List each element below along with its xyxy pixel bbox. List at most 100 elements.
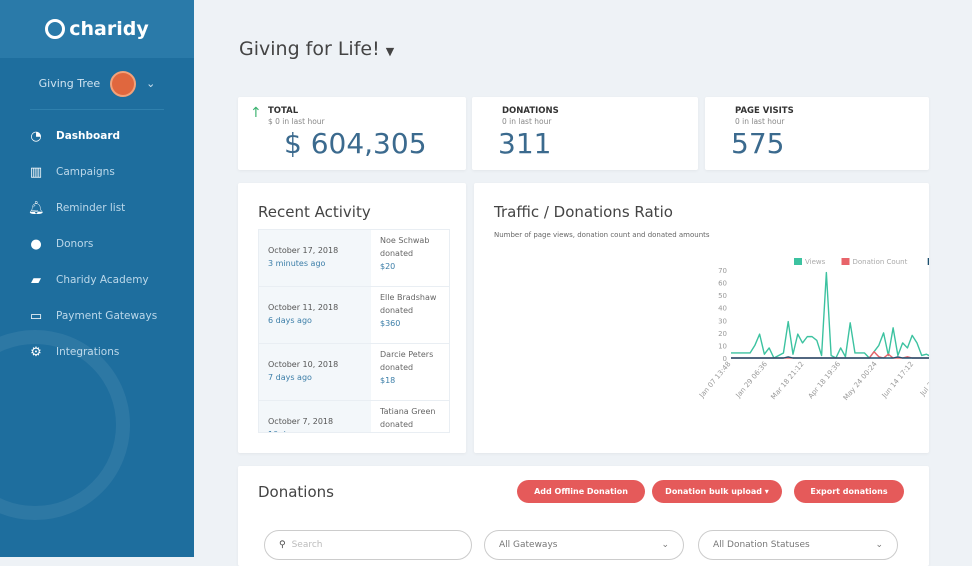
user-icon: ● (30, 236, 42, 252)
academy-icon: ▰ (31, 272, 41, 288)
brand-name: charidy (69, 18, 149, 40)
activity-date-text: October 7, 2018 (268, 417, 334, 426)
y-left-tick-label: 10 (718, 342, 727, 350)
donation-amount: $360 (380, 319, 401, 328)
add-offline-donation-button[interactable]: Add Offline Donation (517, 480, 645, 503)
x-tick-label: Jun 14 17:12 (880, 360, 915, 400)
donor-name: Noe Schwab (380, 236, 430, 245)
stat-value: $ 604,305 (284, 127, 427, 160)
sidebar-item-label: Dashboard (56, 130, 121, 142)
activity-date: October 11, 2018 6 days ago (259, 287, 371, 343)
status-select[interactable]: All Donation Statuses ⌄ (698, 530, 898, 560)
chevron-down-icon: ⌄ (661, 540, 669, 550)
chevron-down-icon: ⌄ (146, 77, 156, 90)
series-line-donation-amount (731, 356, 929, 359)
y-left-tick-label: 0 (723, 355, 727, 363)
gauge-icon: ◔ (30, 128, 42, 144)
donation-amount: $1,000 (380, 431, 435, 432)
stat-label: PAGE VISITS (735, 106, 794, 116)
org-name: Giving Tree (38, 77, 101, 90)
sidebar-item-dashboard[interactable]: ◔ Dashboard (0, 118, 194, 154)
stat-value: 311 (498, 127, 552, 160)
search-input[interactable]: ⚲ Search (264, 530, 472, 560)
sidebar-item-label: Charidy Academy (56, 274, 149, 286)
x-tick-label: Jul 30 04:54 (918, 360, 929, 398)
activity-ago: 6 days ago (268, 316, 312, 325)
activity-list[interactable]: October 17, 2018 3 minutes ago Noe Schwab… (258, 229, 450, 433)
sidebar-item-campaigns[interactable]: ▥ Campaigns (0, 154, 194, 190)
sidebar-item-label: Payment Gateways (56, 310, 158, 322)
activity-action: donated (380, 420, 414, 429)
activity-date: October 10, 2018 7 days ago (259, 344, 371, 400)
gateway-select[interactable]: All Gateways ⌄ (484, 530, 684, 560)
chart-subtitle: Number of page views, donation count and… (494, 231, 710, 239)
y-left-tick-label: 60 (718, 280, 727, 288)
traffic-chart: 0102030405060700100000200000300000400000… (697, 258, 929, 402)
bell-icon: 🔔︎ (28, 200, 45, 216)
page-title: Giving for Life! (239, 38, 380, 60)
activity-ago: 10 days ago (268, 428, 371, 432)
stat-donations: DONATIONS 0 in last hour 311 (472, 97, 698, 170)
x-tick-label: Mar 18 21:12 (769, 360, 805, 401)
activity-detail: Darcie Peters donated $18 (371, 344, 433, 400)
traffic-chart-card: Traffic / Donations Ratio Number of page… (474, 183, 929, 453)
series-line-views (731, 271, 929, 359)
main: Giving for Life! ▼ ↑ TOTAL $ 0 in last h… (194, 0, 972, 566)
caret-down-icon: ▼ (385, 45, 395, 58)
stat-sub: 0 in last hour (735, 117, 785, 126)
activity-item: October 11, 2018 6 days ago Elle Bradshaw… (259, 287, 449, 344)
activity-detail: Elle Bradshaw donated $360 (371, 287, 436, 343)
stat-label: TOTAL (268, 106, 299, 116)
charidy-logo-icon (45, 19, 66, 39)
sidebar-item-label: Donors (56, 238, 94, 250)
card-title: Donations (258, 483, 334, 501)
stat-total: ↑ TOTAL $ 0 in last hour $ 604,305 (238, 97, 466, 170)
export-donations-button[interactable]: Export donations (794, 480, 904, 503)
campaign-selector[interactable]: Giving for Life! ▼ (239, 38, 394, 60)
stat-sub: 0 in last hour (502, 117, 552, 126)
sidebar-item-payment-gateways[interactable]: ▭ Payment Gateways (0, 298, 194, 334)
org-avatar (110, 70, 137, 97)
sidebar-item-academy[interactable]: ▰ Charidy Academy (0, 262, 194, 298)
sidebar-item-donors[interactable]: ● Donors (0, 226, 194, 262)
gateway-value: All Gateways (499, 540, 558, 550)
org-switcher[interactable]: Giving Tree ⌄ (30, 58, 164, 110)
activity-action: donated (380, 306, 414, 315)
donor-name: Tatiana Green (380, 407, 436, 416)
activity-date-text: October 10, 2018 (268, 360, 339, 369)
x-tick-label: Apr 18 19:36 (807, 360, 843, 401)
search-placeholder: Search (291, 540, 323, 550)
card-title: Recent Activity (258, 203, 371, 221)
chart-icon: ▥ (29, 164, 43, 180)
activity-item: October 10, 2018 7 days ago Darcie Peters… (259, 344, 449, 401)
legend-swatch[interactable] (927, 258, 929, 265)
stat-value: 575 (731, 127, 785, 160)
search-icon: ⚲ (279, 540, 286, 550)
activity-date-text: October 11, 2018 (268, 303, 339, 312)
activity-item: October 7, 2018 10 days ago Tatiana Green… (259, 401, 449, 432)
legend-label[interactable]: Donation Count (853, 258, 908, 266)
legend-swatch[interactable] (794, 258, 802, 265)
donation-amount: $20 (380, 262, 396, 271)
y-left-tick-label: 70 (718, 267, 727, 275)
y-left-tick-label: 40 (718, 305, 727, 313)
arrow-up-icon: ↑ (250, 105, 262, 121)
activity-date: October 7, 2018 10 days ago (259, 401, 371, 432)
activity-action: donated (380, 249, 414, 258)
sidebar-item-label: Reminder list (56, 202, 126, 214)
stat-page-visits: PAGE VISITS 0 in last hour 575 (705, 97, 929, 170)
activity-date: October 17, 2018 3 minutes ago (259, 230, 371, 286)
recent-activity-card: Recent Activity October 17, 2018 3 minute… (238, 183, 466, 453)
activity-action: donated (380, 363, 414, 372)
donation-bulk-upload-button[interactable]: Donation bulk upload ▾ (652, 480, 782, 503)
y-left-tick-label: 30 (718, 317, 727, 325)
status-value: All Donation Statuses (713, 540, 810, 550)
donor-name: Elle Bradshaw (380, 293, 437, 302)
sidebar-item-reminder-list[interactable]: 🔔︎ Reminder list (0, 190, 194, 226)
logo[interactable]: charidy (0, 0, 194, 58)
x-tick-label: Jan 29 06:36 (734, 360, 770, 400)
donor-name: Darcie Peters (380, 350, 434, 359)
legend-swatch[interactable] (841, 258, 850, 265)
y-left-tick-label: 20 (718, 330, 727, 338)
legend-label[interactable]: Views (805, 258, 826, 266)
